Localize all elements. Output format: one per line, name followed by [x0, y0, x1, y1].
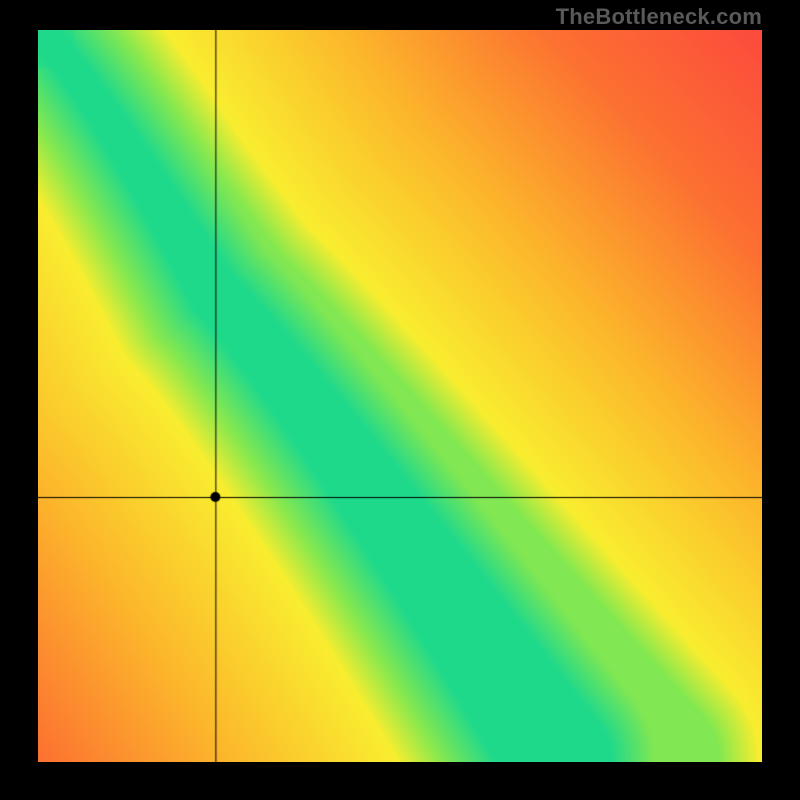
heatmap-canvas [38, 30, 762, 762]
watermark-text: TheBottleneck.com [556, 4, 762, 30]
chart-container: TheBottleneck.com [0, 0, 800, 800]
